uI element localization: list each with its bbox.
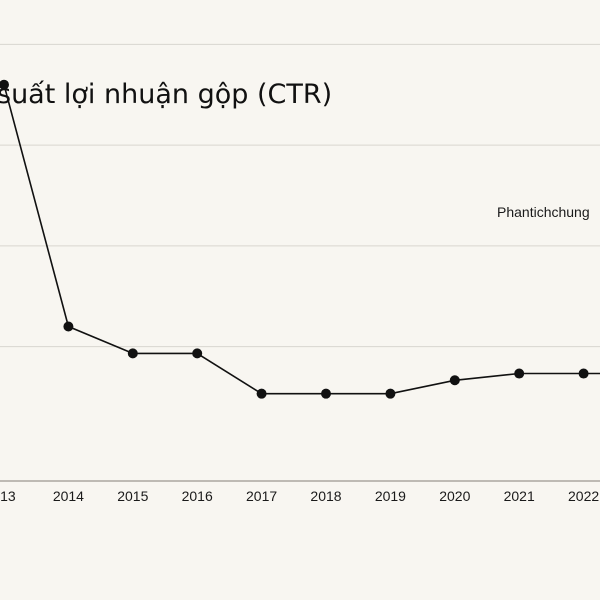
- x-tick-label-2013: 013: [0, 488, 16, 504]
- x-axis-ticks: 0132014201520162017201820192020202120222…: [0, 488, 599, 504]
- data-point-2017: [256, 388, 267, 399]
- data-point-2015: [127, 348, 138, 359]
- x-tick-label-2016: 2016: [182, 488, 213, 504]
- data-point-2014: [63, 321, 74, 332]
- series-line-group: [0, 79, 600, 399]
- x-tick-label-2021: 2021: [504, 488, 535, 504]
- x-tick-label-2017: 2017: [246, 488, 277, 504]
- data-point-2020: [449, 375, 460, 386]
- series-line: [3, 84, 600, 395]
- data-point-2018: [321, 388, 331, 399]
- x-tick-label-2015: 2015: [117, 488, 148, 504]
- data-point-2019: [385, 388, 396, 399]
- grid-lines: [0, 43, 600, 348]
- data-point-2022: [578, 368, 589, 379]
- data-point-2021: [514, 368, 525, 379]
- chart-title: suất lợi nhuận gộp (CTR): [0, 79, 332, 110]
- data-point-2016: [192, 348, 203, 359]
- x-tick-label-2019: 2019: [375, 488, 406, 504]
- x-tick-label-2022: 2022: [568, 488, 599, 504]
- data-point-2013: [0, 79, 9, 90]
- x-tick-label-2018: 2018: [310, 488, 341, 504]
- x-tick-label-2014: 2014: [53, 488, 84, 504]
- x-tick-label-2020: 2020: [439, 488, 470, 504]
- source-watermark: Phantichchung: [497, 204, 590, 220]
